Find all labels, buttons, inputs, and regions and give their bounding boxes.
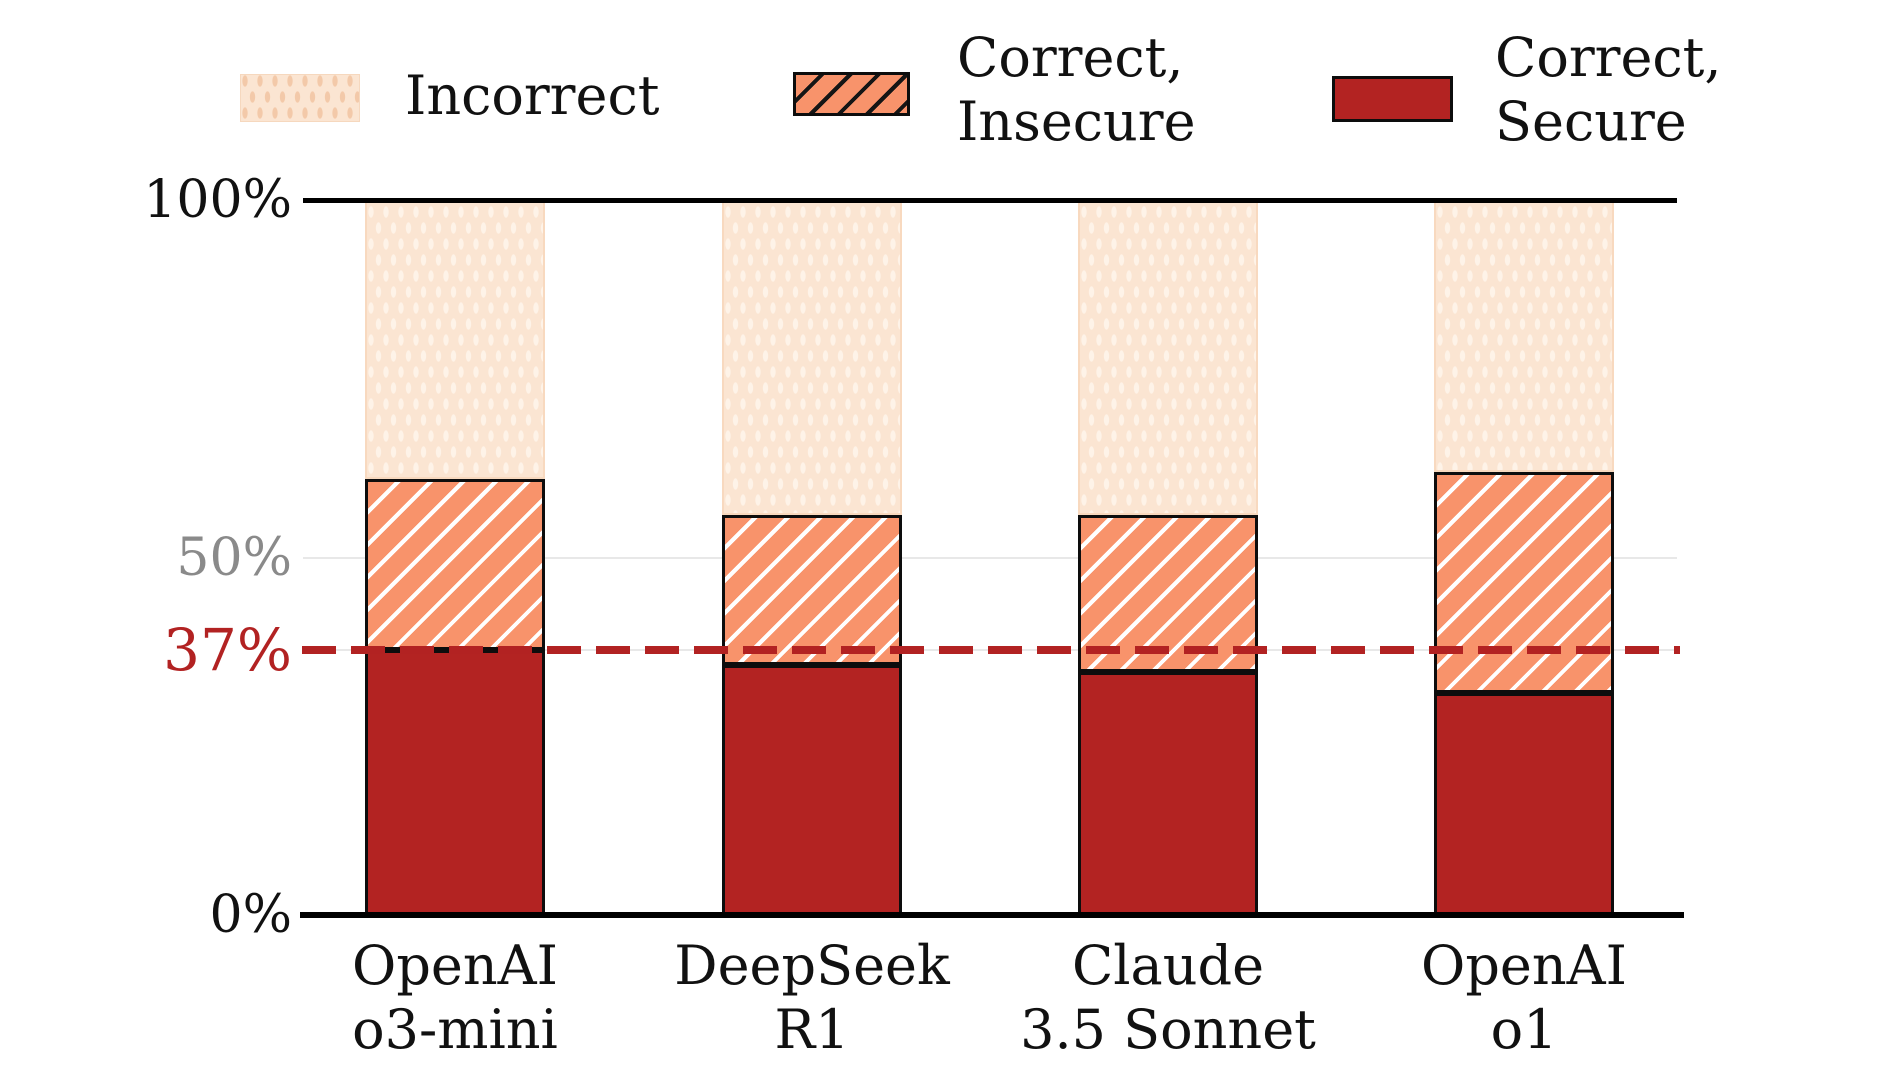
bar-3-segment-correct-secure — [1434, 693, 1614, 915]
x-axis-top-line — [303, 197, 1677, 203]
bar-0-segment-incorrect — [365, 200, 545, 479]
legend-label-correct-insecure: Correct, Insecure — [957, 26, 1196, 154]
legend-label-correct-secure-line2: Secure — [1495, 90, 1687, 153]
bar-2-segment-correct-insecure — [1078, 514, 1258, 672]
legend-swatch-incorrect-icon — [240, 74, 360, 122]
y-tick-label-100: 100% — [143, 170, 292, 230]
bar-1-segment-correct-insecure — [722, 514, 902, 665]
legend-swatch-correct-insecure-icon — [793, 72, 910, 116]
legend-label-correct-insecure-line2: Insecure — [957, 90, 1196, 153]
bar-1-segment-incorrect — [722, 200, 902, 515]
x-axis-label-1: DeepSeek R1 — [674, 934, 950, 1061]
x-axis-bottom-line — [300, 912, 1684, 918]
x-axis-label-2: Claude 3.5 Sonnet — [1020, 934, 1316, 1061]
legend-label-correct-insecure-line1: Correct, — [957, 26, 1184, 89]
bar-1-segment-correct-secure — [722, 664, 902, 915]
legend-swatch-correct-secure-icon — [1332, 76, 1453, 122]
legend-label-correct-secure: Correct, Secure — [1495, 26, 1722, 154]
y-tick-label-50: 50% — [176, 527, 292, 588]
legend-label-incorrect: Incorrect — [405, 64, 660, 127]
x-axis-label-3: OpenAI o1 — [1421, 934, 1627, 1061]
bar-0-segment-correct-secure — [365, 650, 545, 915]
x-axis-label-0: OpenAI o3-mini — [352, 934, 558, 1061]
bar-2-segment-correct-secure — [1078, 671, 1258, 915]
bar-3-segment-correct-insecure — [1434, 471, 1614, 694]
bar-2-segment-incorrect — [1078, 200, 1258, 515]
bar-0-segment-correct-insecure — [365, 478, 545, 651]
bar-3-segment-incorrect — [1434, 200, 1614, 472]
y-tick-label-37: 37% — [163, 616, 292, 685]
gridline-50 — [303, 556, 1677, 559]
y-tick-label-0: 0% — [209, 885, 293, 945]
reference-line-37pct — [302, 646, 1680, 655]
legend-label-correct-secure-line1: Correct, — [1495, 26, 1722, 89]
